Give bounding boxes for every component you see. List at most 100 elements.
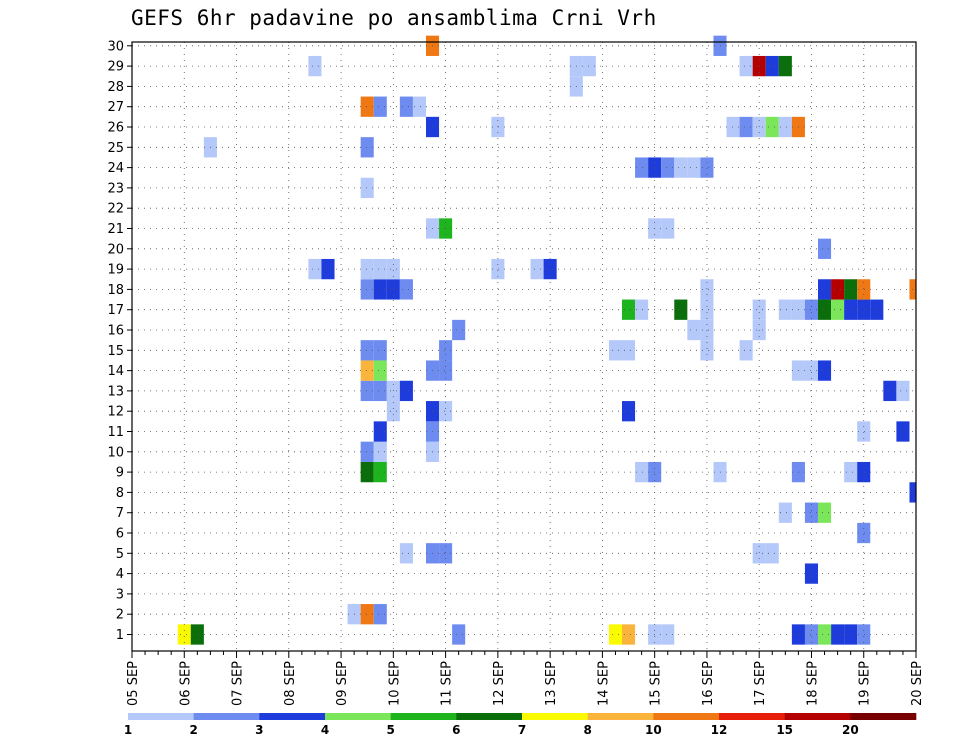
plot-frame bbox=[131, 41, 917, 652]
precip-cell bbox=[321, 258, 335, 280]
x-tick-label: 20 SEP bbox=[910, 661, 925, 706]
precip-cell bbox=[831, 624, 845, 645]
precip-cell bbox=[386, 258, 400, 280]
colorbar-swatch bbox=[193, 713, 260, 720]
precip-cell bbox=[687, 157, 701, 178]
y-tick-label: 18 bbox=[107, 283, 124, 298]
colorbar-swatch bbox=[784, 713, 851, 720]
precip-cell bbox=[831, 299, 845, 320]
precip-cell bbox=[530, 258, 544, 280]
y-tick-label: 11 bbox=[107, 425, 124, 440]
precip-cell bbox=[778, 55, 792, 77]
precip-cell bbox=[857, 624, 871, 645]
y-tick-label: 10 bbox=[107, 445, 124, 460]
precip-cell bbox=[360, 279, 374, 300]
precip-cell bbox=[804, 563, 818, 584]
precip-cell bbox=[739, 116, 753, 138]
precip-cell bbox=[818, 299, 832, 320]
precip-cell bbox=[439, 340, 453, 361]
precip-cell bbox=[818, 279, 832, 300]
y-tick-label: 17 bbox=[107, 303, 124, 318]
precip-cell bbox=[399, 380, 413, 402]
precip-cell bbox=[439, 401, 453, 422]
colorbar-label: 10 bbox=[645, 723, 662, 737]
x-tick-label: 11 SEP bbox=[440, 661, 455, 706]
precip-cell bbox=[373, 96, 387, 117]
y-tick-label: 25 bbox=[107, 141, 124, 156]
colorbar-label: 2 bbox=[189, 723, 197, 737]
y-tick-label: 12 bbox=[107, 405, 124, 420]
x-tick-label: 06 SEP bbox=[178, 661, 193, 706]
precip-cell bbox=[752, 543, 766, 564]
y-tick-label: 30 bbox=[107, 39, 124, 54]
precip-cell bbox=[700, 157, 714, 178]
x-tick-label: 08 SEP bbox=[283, 661, 298, 706]
precip-cell bbox=[661, 624, 675, 645]
precip-cell bbox=[818, 360, 832, 381]
x-tick-label: 19 SEP bbox=[858, 661, 873, 706]
precip-cell bbox=[582, 55, 596, 77]
precip-cell bbox=[622, 624, 636, 645]
x-tick-label: 12 SEP bbox=[492, 661, 507, 706]
precip-cell bbox=[373, 461, 387, 483]
precip-cell bbox=[700, 299, 714, 320]
colorbar-swatch bbox=[653, 713, 720, 720]
precip-cell bbox=[360, 96, 374, 117]
precip-cell bbox=[635, 299, 649, 320]
precip-cell bbox=[177, 624, 191, 645]
colorbar-label: 20 bbox=[842, 723, 859, 737]
y-tick-label: 22 bbox=[107, 202, 124, 217]
precip-cell bbox=[687, 319, 701, 341]
x-tick-label: 14 SEP bbox=[596, 661, 611, 706]
x-tick-label: 15 SEP bbox=[649, 661, 664, 706]
colorbar-swatch bbox=[390, 713, 457, 720]
precip-cell bbox=[857, 461, 871, 483]
precip-cell bbox=[700, 340, 714, 361]
y-tick-label: 26 bbox=[107, 121, 124, 136]
y-tick-label: 16 bbox=[107, 324, 124, 339]
precip-cell bbox=[726, 116, 740, 138]
precip-cell bbox=[439, 360, 453, 381]
precip-cell bbox=[857, 421, 871, 442]
precip-cell bbox=[778, 299, 792, 320]
precip-cell bbox=[452, 319, 466, 341]
y-tick-label: 24 bbox=[107, 161, 124, 176]
precip-cell bbox=[765, 116, 779, 138]
precip-cell bbox=[622, 401, 636, 422]
colorbar-layer: 1 2 3 4 5 6 7 8 10 12 15 20 bbox=[124, 713, 917, 737]
y-tick-label: 15 bbox=[107, 344, 124, 359]
precip-cell bbox=[661, 218, 675, 239]
precip-cell bbox=[360, 360, 374, 381]
precip-cell bbox=[360, 380, 374, 402]
precip-cell bbox=[778, 502, 792, 523]
x-tick-label: 09 SEP bbox=[335, 661, 350, 706]
precip-cell bbox=[635, 157, 649, 178]
colorbar-swatch bbox=[522, 713, 588, 720]
precip-cell bbox=[373, 604, 387, 625]
y-tick-label: 9 bbox=[116, 466, 124, 481]
colorbar-label: 6 bbox=[452, 723, 460, 737]
colorbar-swatch bbox=[325, 713, 391, 720]
colorbar-label: 4 bbox=[321, 723, 329, 737]
x-tick-label: 05 SEP bbox=[126, 661, 141, 706]
precip-cell bbox=[818, 238, 832, 259]
colorbar-label: 3 bbox=[255, 723, 263, 737]
precip-cell bbox=[857, 279, 871, 300]
colorbar-label: 1 bbox=[124, 723, 132, 737]
y-tick-label: 13 bbox=[107, 384, 124, 399]
precip-cell bbox=[674, 157, 688, 178]
precip-cell bbox=[308, 55, 322, 77]
precip-cell bbox=[386, 279, 400, 300]
precip-cell bbox=[752, 299, 766, 320]
precip-cell bbox=[778, 116, 792, 138]
y-tick-label: 8 bbox=[116, 486, 124, 501]
precip-cell bbox=[399, 279, 413, 300]
precip-cell bbox=[804, 624, 818, 645]
precip-cell bbox=[818, 624, 832, 645]
precip-cell bbox=[765, 55, 779, 77]
precip-cell bbox=[399, 96, 413, 117]
precip-cell bbox=[818, 502, 832, 523]
chart-title: GEFS 6hr padavine po ansamblima Crni Vrh bbox=[131, 6, 657, 30]
precip-cell bbox=[804, 299, 818, 320]
